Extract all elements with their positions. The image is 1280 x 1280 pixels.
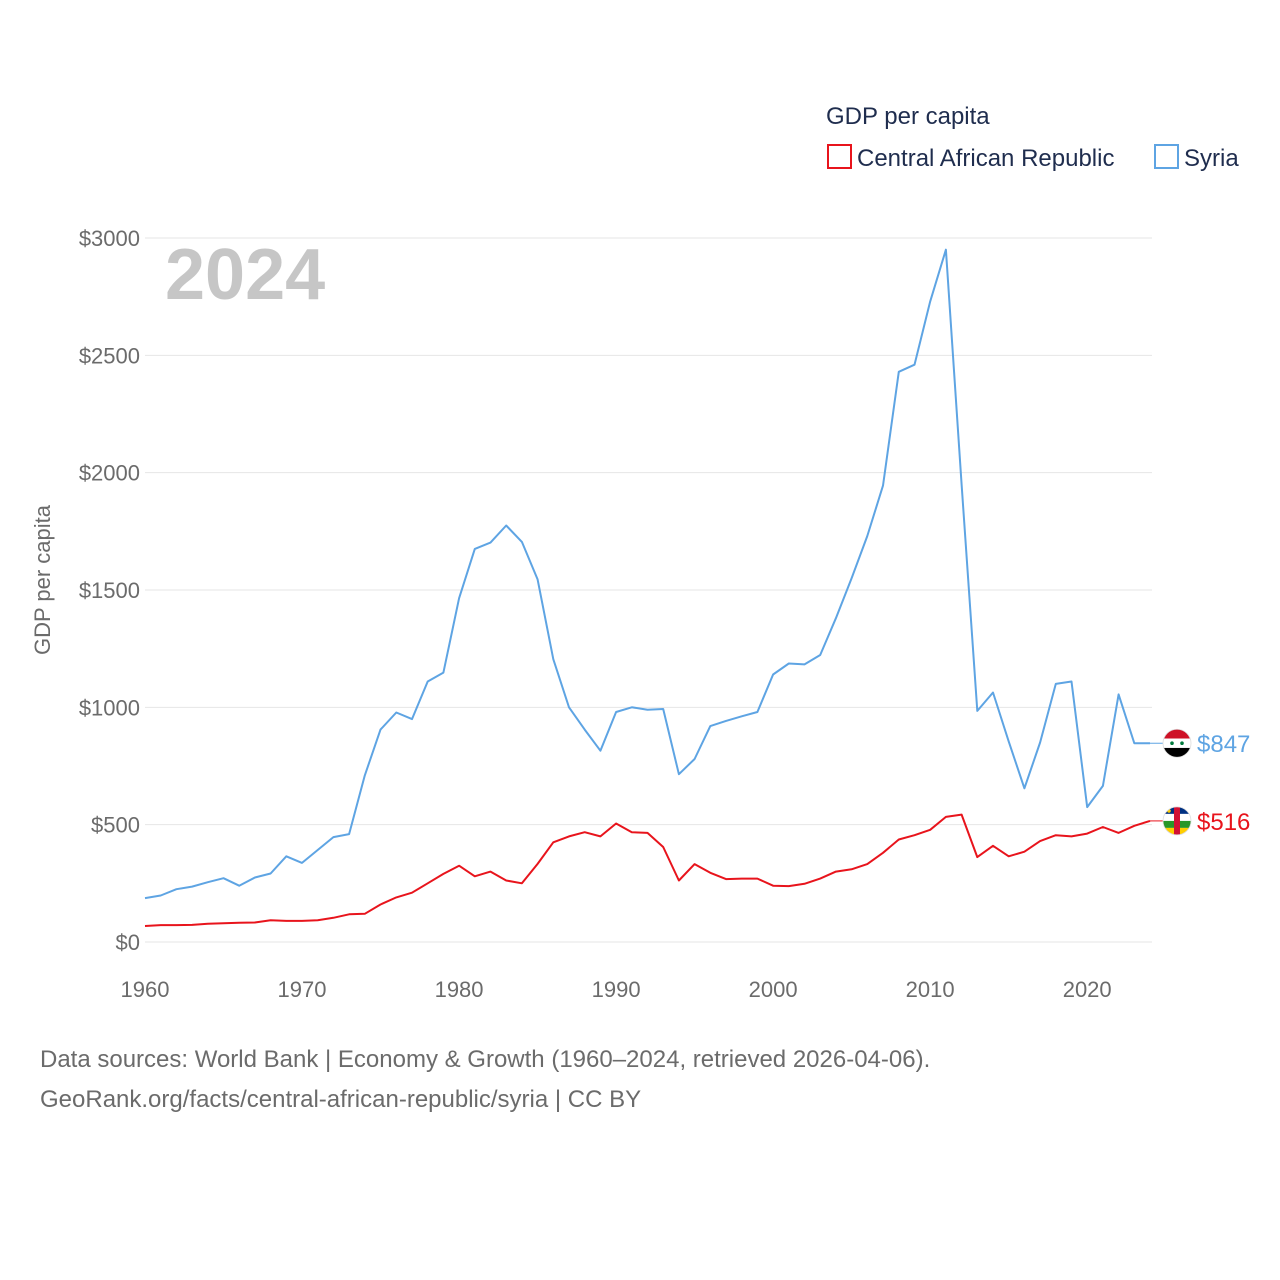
- central-african-republic-end-value: $516: [1197, 809, 1250, 836]
- x-tick-label: 1960: [121, 977, 170, 1002]
- x-tick-label: 2010: [906, 977, 955, 1002]
- legend-item-central-african-republic[interactable]: Central African Republic: [827, 144, 1114, 172]
- y-tick-label: $3000: [79, 226, 140, 251]
- series-lines: [144, 248, 1151, 927]
- legend-label: Syria: [1184, 145, 1239, 172]
- legend: GDP per capita Central African Republic …: [826, 103, 1239, 172]
- gridlines: [145, 237, 1152, 943]
- legend-swatch: [827, 144, 852, 169]
- y-tick-label: $1000: [79, 695, 140, 720]
- syria-end-value: $847: [1197, 731, 1250, 758]
- y-tick-label: $2000: [79, 461, 140, 486]
- x-tick-label: 1980: [435, 977, 484, 1002]
- legend-swatch: [1154, 144, 1179, 169]
- x-tick-label: 1990: [592, 977, 641, 1002]
- y-axis-ticks: $0 $500 $1000 $1500 $2000 $2500 $3000: [79, 226, 140, 955]
- x-tick-label: 2020: [1063, 977, 1112, 1002]
- x-axis-ticks: 1960 1970 1980 1990 2000 2010 2020: [121, 977, 1112, 1002]
- legend-item-syria[interactable]: Syria: [1154, 144, 1239, 172]
- y-tick-label: $2500: [79, 343, 140, 368]
- source-url-text: GeoRank.org/facts/central-african-republ…: [40, 1086, 642, 1113]
- year-watermark: 2024: [165, 235, 325, 315]
- footer-source: Data sources: World Bank | Economy & Gro…: [40, 1040, 1240, 1120]
- series-line-syria: [144, 248, 1150, 900]
- x-tick-label: 1970: [278, 977, 327, 1002]
- series-line-central-african-republic: [144, 813, 1151, 927]
- data-sources-text: Data sources: World Bank | Economy & Gro…: [40, 1046, 931, 1073]
- syria-flag-icon: [1162, 728, 1192, 758]
- y-tick-label: $500: [91, 813, 140, 838]
- y-axis-label: GDP per capita: [30, 504, 55, 655]
- gdp-line-chart: $0 $500 $1000 $1500 $2000 $2500 $3000 1960 1970…: [30, 103, 1250, 1002]
- y-tick-label: $1500: [79, 578, 140, 603]
- y-tick-label: $0: [116, 930, 140, 955]
- central-african-republic-flag-icon: [1162, 806, 1192, 836]
- end-markers: $847 $516: [1150, 728, 1250, 836]
- legend-label: Central African Republic: [857, 145, 1114, 172]
- legend-title: GDP per capita: [826, 103, 990, 130]
- x-tick-label: 2000: [749, 977, 798, 1002]
